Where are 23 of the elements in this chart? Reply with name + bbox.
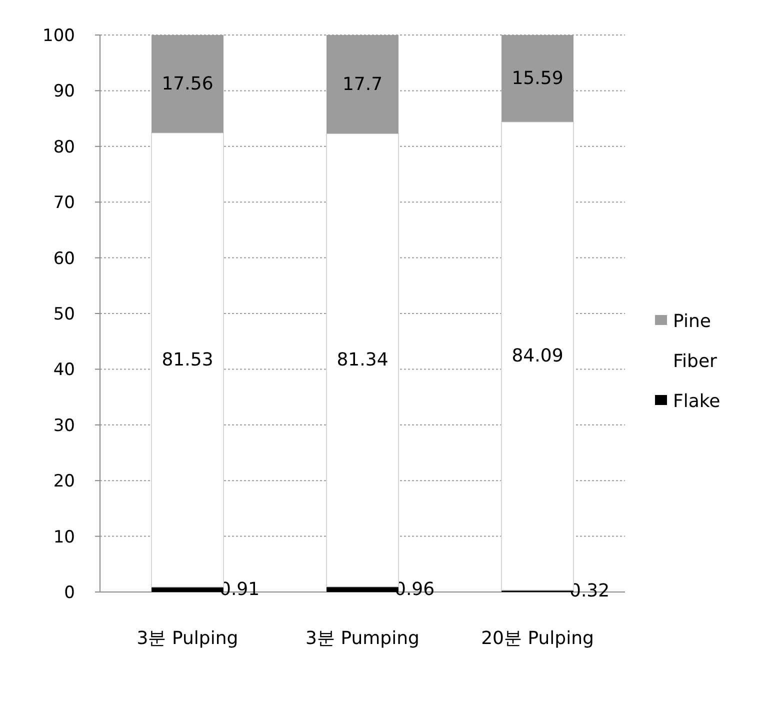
y-tick-label: 80: [53, 137, 75, 158]
data-label: 15.59: [512, 68, 564, 89]
data-label: 17.7: [342, 74, 383, 95]
y-tick-label: 60: [53, 248, 75, 269]
y-tick-label: 10: [53, 527, 75, 548]
data-label: 84.09: [512, 346, 564, 367]
data-label: 81.34: [336, 350, 388, 371]
x-tick-label: 20분 Pulping: [481, 628, 594, 649]
y-tick-label: 30: [53, 416, 75, 436]
y-tick-label: 40: [53, 360, 75, 380]
y-tick-label: 90: [53, 82, 75, 102]
legend-label: Pine: [673, 311, 711, 332]
text: Fiber: [673, 351, 718, 372]
data-label: 17.56: [162, 73, 214, 94]
y-tick-label: 0: [64, 583, 75, 603]
y-tick-label: 50: [53, 304, 75, 324]
data-label: 81.53: [162, 349, 214, 370]
y-tick-label: 70: [53, 193, 75, 214]
y-tick-label: 20: [53, 472, 75, 492]
x-tick-label: 3분 Pulping: [136, 628, 238, 649]
legend-label: Flake: [673, 391, 720, 412]
y-tick-label: 100: [42, 26, 75, 46]
x-tick-label: 3분 Pumping: [306, 628, 420, 649]
